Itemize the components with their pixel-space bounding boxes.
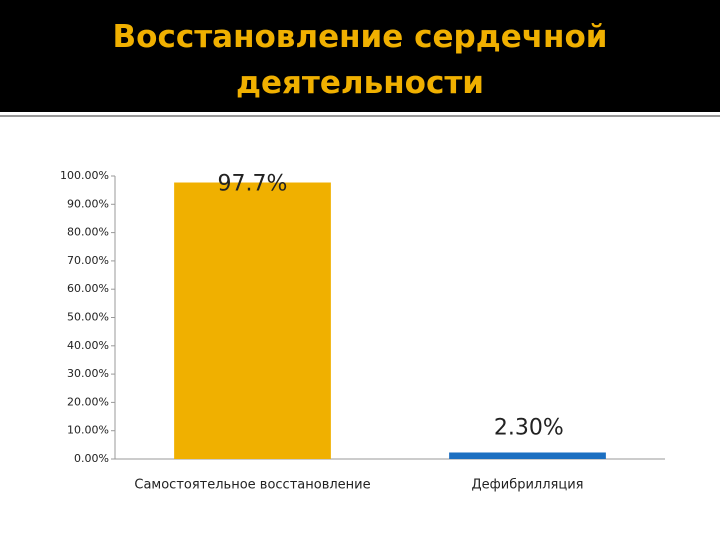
y-tick-label: 30.00% <box>67 367 109 380</box>
data-label: 97.7% <box>218 172 288 197</box>
data-label: 2.30% <box>494 415 564 440</box>
y-tick-label: 20.00% <box>67 395 109 408</box>
y-tick-label: 70.00% <box>67 254 109 267</box>
y-tick-label: 80.00% <box>67 226 109 239</box>
bar <box>174 182 331 459</box>
y-tick-label: 100.00% <box>60 169 109 182</box>
x-tick-label: Самостоятельное восстановление <box>134 478 370 493</box>
bar <box>449 452 606 459</box>
chart-title: Восстановление сердечной деятельности <box>112 19 608 101</box>
header-rule <box>0 115 720 117</box>
y-tick-label: 10.00% <box>67 424 109 437</box>
y-tick-label: 40.00% <box>67 339 109 352</box>
y-tick-label: 60.00% <box>67 282 109 295</box>
y-tick-label: 50.00% <box>67 311 109 324</box>
header-band <box>0 0 720 112</box>
x-tick-label: Дефибрилляция <box>472 478 584 493</box>
y-tick-label: 90.00% <box>67 197 109 210</box>
y-tick-label: 0.00% <box>74 452 109 465</box>
